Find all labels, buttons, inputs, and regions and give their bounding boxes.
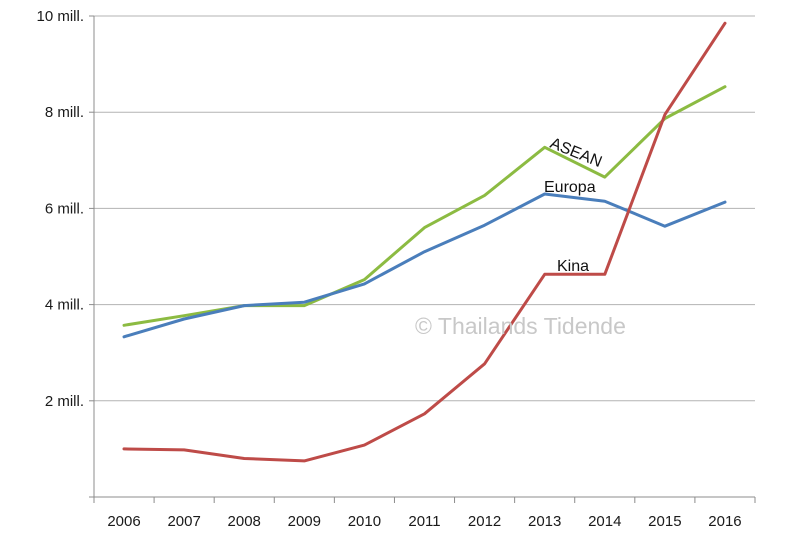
x-tick-label: 2010 xyxy=(348,513,381,530)
x-tick-label: 2008 xyxy=(228,513,261,530)
y-tick-label: 4 mill. xyxy=(45,297,84,314)
series-line-asean xyxy=(122,85,727,327)
series-label-asean: ASEAN xyxy=(548,135,605,171)
x-tick-label: 2012 xyxy=(468,513,501,530)
series-line-kina xyxy=(122,21,727,463)
series-label-kina: Kina xyxy=(557,258,589,275)
x-tick-label: 2014 xyxy=(588,513,621,530)
series-line-europa xyxy=(122,192,727,339)
y-tick-label: 8 mill. xyxy=(45,104,84,121)
watermark: © Thailands Tidende xyxy=(415,313,626,339)
x-tick-label: 2006 xyxy=(107,513,140,530)
x-tick-label: 2009 xyxy=(288,513,321,530)
axes: 2 mill. 4 mill. 6 mill. 8 mill. 10 mill. 2006… xyxy=(36,8,756,530)
x-tick-label: 2016 xyxy=(708,513,741,530)
x-tick-label: 2011 xyxy=(408,513,440,530)
series-label-europa: Europa xyxy=(544,179,596,196)
x-tick-label: 2007 xyxy=(167,513,200,530)
y-tick-label: 6 mill. xyxy=(45,200,84,217)
gridlines xyxy=(94,15,755,402)
x-tick-label: 2013 xyxy=(528,513,561,530)
y-tick-label: 2 mill. xyxy=(45,393,84,410)
series-labels: ASEAN Europa Kina xyxy=(544,135,604,275)
y-tick-label: 10 mill. xyxy=(36,8,84,25)
series-lines xyxy=(122,21,727,463)
x-tick-label: 2015 xyxy=(648,513,681,530)
